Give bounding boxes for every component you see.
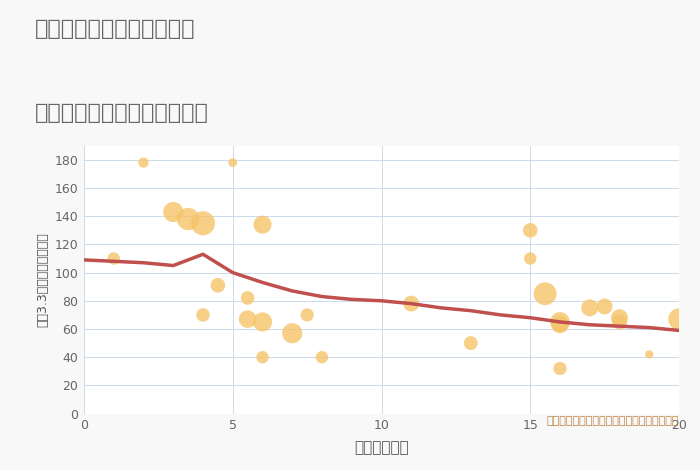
- Point: [138, 159, 149, 166]
- Point: [644, 351, 655, 358]
- Point: [197, 311, 209, 319]
- Point: [614, 318, 625, 326]
- Point: [554, 365, 566, 372]
- Point: [614, 314, 625, 321]
- Point: [554, 321, 566, 329]
- Point: [242, 315, 253, 323]
- Point: [197, 219, 209, 227]
- Text: 駅距離別中古マンション価格: 駅距離別中古マンション価格: [35, 103, 209, 124]
- Point: [257, 318, 268, 326]
- Point: [242, 294, 253, 302]
- Point: [525, 227, 536, 234]
- Point: [212, 282, 223, 289]
- Text: 円の大きさは、取引のあった物件面積を示す: 円の大きさは、取引のあった物件面積を示す: [547, 416, 679, 426]
- Y-axis label: 坪（3.3㎡）単価（万円）: 坪（3.3㎡）単価（万円）: [36, 232, 49, 327]
- Point: [287, 329, 298, 337]
- Point: [183, 215, 194, 223]
- Point: [227, 159, 238, 166]
- Text: 埼玉県川越市安比奈新田の: 埼玉県川越市安比奈新田の: [35, 19, 195, 39]
- Point: [599, 303, 610, 310]
- Point: [302, 311, 313, 319]
- Point: [406, 300, 417, 307]
- Point: [316, 353, 328, 361]
- Point: [540, 290, 551, 298]
- Point: [465, 339, 476, 347]
- Point: [525, 255, 536, 262]
- Point: [257, 221, 268, 228]
- Point: [584, 304, 595, 312]
- Point: [168, 208, 179, 216]
- X-axis label: 駅距離（分）: 駅距離（分）: [354, 440, 409, 455]
- Point: [108, 255, 119, 262]
- Point: [257, 353, 268, 361]
- Point: [554, 318, 566, 326]
- Point: [673, 315, 685, 323]
